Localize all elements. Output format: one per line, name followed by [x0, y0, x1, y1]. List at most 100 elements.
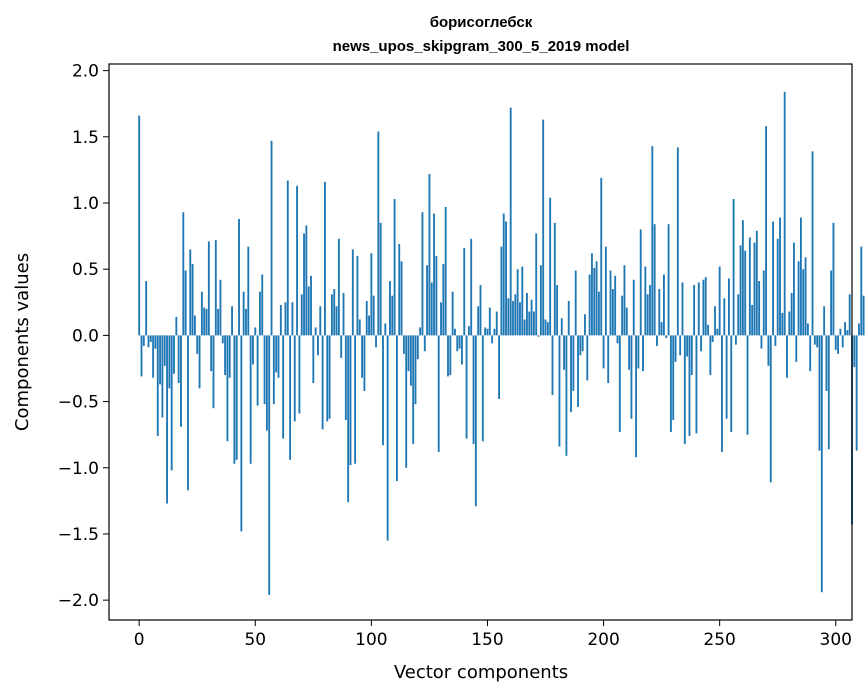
- bar: [409, 335, 412, 386]
- y-tick-label: −1.0: [58, 459, 99, 479]
- bar: [572, 335, 575, 391]
- bar: [577, 335, 579, 407]
- bar: [461, 335, 463, 365]
- bar: [326, 335, 329, 422]
- bar: [683, 335, 686, 444]
- bar: [611, 289, 614, 336]
- bar: [314, 327, 317, 336]
- bar: [210, 335, 213, 372]
- bar: [203, 307, 206, 336]
- bar: [725, 335, 728, 419]
- bar: [277, 335, 280, 378]
- bar: [567, 300, 570, 336]
- bar: [433, 213, 435, 336]
- bar: [623, 265, 626, 336]
- bar: [505, 221, 507, 336]
- bar: [795, 335, 798, 362]
- bar: [512, 300, 514, 336]
- x-tick-label: 0: [134, 630, 145, 650]
- x-tick-label: 200: [587, 630, 619, 650]
- bar: [809, 335, 812, 372]
- bar: [704, 277, 707, 336]
- bar: [347, 335, 350, 503]
- bar: [412, 335, 415, 444]
- bar: [286, 180, 289, 336]
- bar: [214, 240, 217, 336]
- bar: [212, 335, 215, 409]
- bar: [245, 308, 247, 336]
- bar: [282, 335, 285, 439]
- bar: [776, 238, 779, 336]
- bar: [240, 335, 243, 532]
- bar: [799, 217, 802, 336]
- y-tick-label: 1.0: [72, 194, 99, 214]
- bar: [602, 335, 605, 369]
- bar: [300, 294, 303, 336]
- bar: [231, 306, 233, 336]
- bar: [665, 335, 668, 339]
- bar: [530, 299, 533, 336]
- bar: [546, 322, 549, 336]
- bar: [168, 335, 171, 389]
- bar: [416, 335, 419, 360]
- bar: [820, 335, 823, 593]
- bar: [679, 335, 682, 356]
- bar: [595, 261, 598, 336]
- bar: [442, 263, 445, 336]
- bar: [242, 291, 245, 336]
- bar: [686, 335, 689, 357]
- bar: [184, 270, 187, 336]
- bar: [389, 281, 391, 336]
- bar: [693, 285, 696, 336]
- bar: [187, 335, 189, 491]
- bar: [753, 242, 756, 336]
- bar: [832, 222, 835, 336]
- bar: [660, 322, 663, 336]
- bar: [377, 131, 380, 336]
- bar: [581, 335, 584, 352]
- bar: [456, 335, 459, 352]
- bar: [535, 233, 538, 336]
- bar: [414, 335, 417, 405]
- bar: [363, 335, 366, 391]
- bar: [149, 335, 152, 342]
- bar: [407, 335, 410, 372]
- bar: [560, 318, 563, 336]
- bar: [709, 335, 712, 376]
- bar: [335, 306, 338, 336]
- bar: [774, 335, 777, 346]
- bar: [702, 279, 705, 336]
- bar: [676, 147, 679, 336]
- bar: [296, 185, 298, 336]
- bar: [258, 291, 261, 336]
- bar: [228, 335, 231, 378]
- bar: [265, 335, 268, 431]
- bar: [616, 335, 619, 344]
- bar: [667, 224, 670, 336]
- bar: [382, 335, 384, 446]
- bar: [488, 307, 491, 336]
- bar: [342, 293, 345, 336]
- bar: [718, 266, 721, 336]
- bar: [486, 328, 489, 336]
- bar: [637, 335, 640, 369]
- bar: [233, 335, 236, 464]
- bar: [644, 266, 647, 336]
- bar: [593, 267, 596, 336]
- bar: [553, 222, 556, 336]
- bar: [758, 281, 761, 336]
- bar: [858, 323, 860, 336]
- bar: [797, 261, 800, 336]
- bar: [618, 335, 621, 433]
- bar: [463, 248, 466, 336]
- bar: [781, 312, 784, 336]
- bar: [196, 335, 199, 354]
- bar: [261, 274, 264, 336]
- bar: [507, 298, 510, 336]
- bar: [198, 335, 201, 389]
- bar: [516, 269, 519, 336]
- bar: [663, 274, 665, 336]
- bar: [372, 295, 375, 336]
- bar: [700, 335, 703, 352]
